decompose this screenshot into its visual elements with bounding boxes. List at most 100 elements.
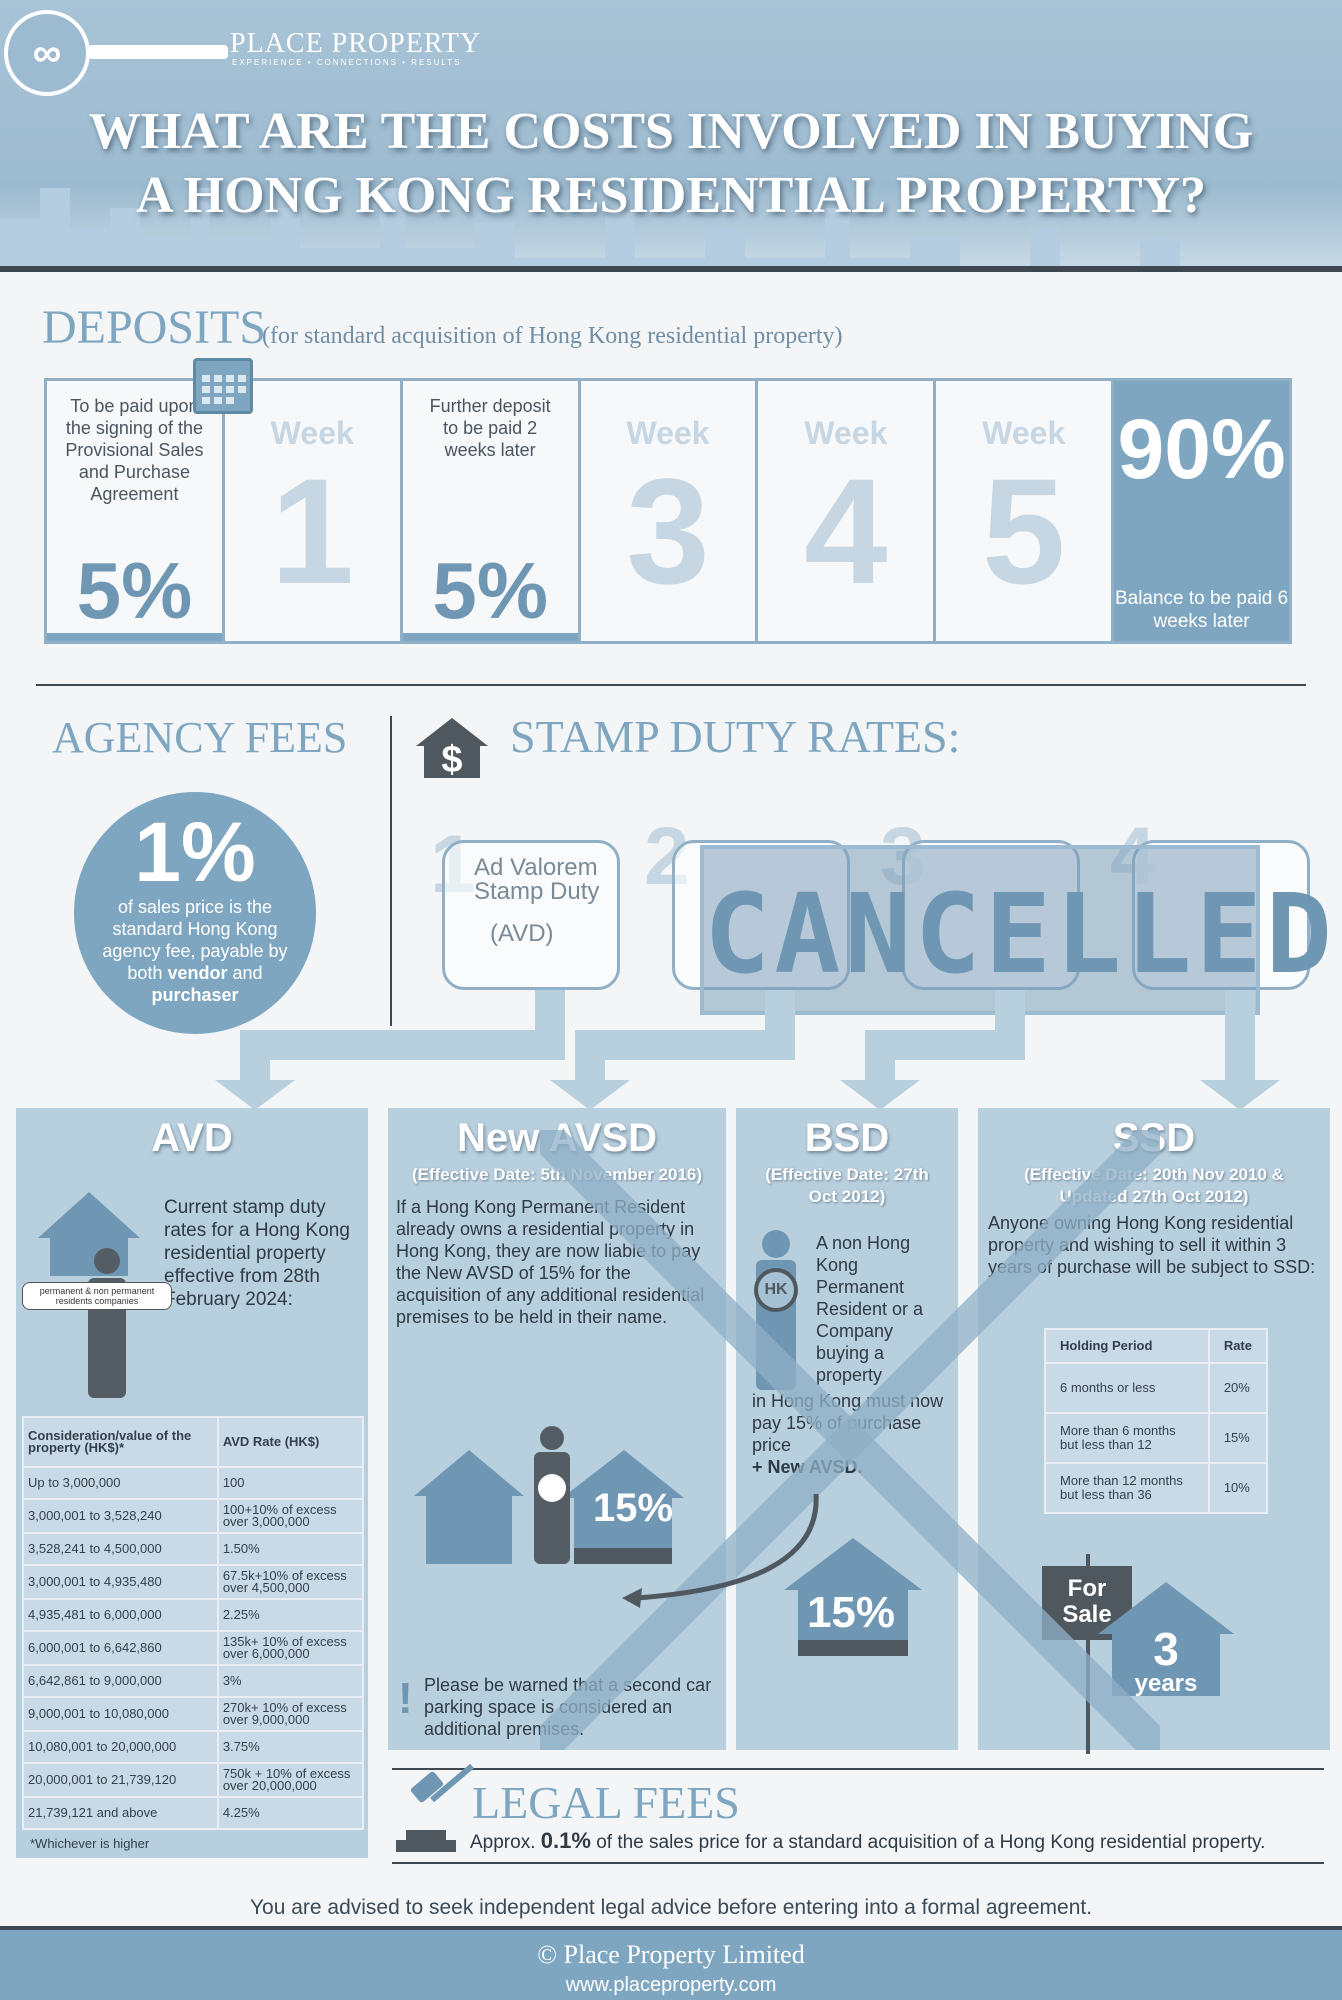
table-row: 6 months or less 20% (1044, 1362, 1269, 1414)
bsd-text-a: A non Hong Kong Permanent Resident or a … (816, 1233, 924, 1385)
dollar-house-icon: $ (416, 718, 488, 780)
person-body-icon (534, 1452, 570, 1564)
deposit-note: Further deposit to be paid 2 weeks later (429, 396, 551, 460)
copyright: © Place Property Limited (537, 1940, 805, 1969)
table-row: 4,935,481 to 6,000,000 2.25% (22, 1598, 365, 1632)
table-cell: More than 6 months but less than 12 (1044, 1412, 1210, 1464)
brand-tagline: EXPERIENCE • CONNECTIONS • RESULTS (232, 58, 462, 67)
table-row: 10,080,001 to 20,000,000 3.75% (22, 1730, 365, 1764)
no-hk-icon: HK (754, 1268, 798, 1312)
title-line-1: WHAT ARE THE COSTS INVOLVED IN BUYING (88, 103, 1254, 160)
table-cell: 67.5k+10% of excess over 4,500,000 (216, 1564, 365, 1600)
table-cell: 6,000,001 to 6,642,860 (22, 1630, 219, 1666)
gavel-icon (396, 1763, 474, 1852)
title-line-2: A HONG KONG RESIDENTIAL PROPERTY? (135, 167, 1207, 224)
agency-purchaser: purchaser (151, 985, 239, 1005)
ssd-header-cell: Holding Period (1044, 1328, 1210, 1364)
deposit-timeline: To be paid upon the signing of the Provi… (44, 378, 1292, 644)
resident-badge: permanent & non permanent residents comp… (22, 1282, 172, 1310)
deposit-percent: 5% (432, 546, 548, 635)
bsd-percent: 15% (806, 1588, 896, 1637)
avsd-percent: 15% (592, 1486, 674, 1530)
avd-rate-table: Consideration/value of the property (HK$… (22, 1416, 365, 1830)
logo-key-graphic (88, 45, 228, 59)
avd-abbreviation: (AVD) (490, 920, 554, 947)
table-cell: Up to 3,000,000 (22, 1466, 219, 1500)
website-link[interactable]: www.placeproperty.com (565, 1974, 777, 1996)
table-cell: 3,000,001 to 3,528,240 (22, 1498, 219, 1534)
week-label: Week (804, 415, 888, 451)
table-cell: 21,739,121 and above (22, 1796, 219, 1830)
house-icon (784, 1538, 922, 1656)
page-title: WHAT ARE THE COSTS INVOLVED IN BUYING A … (0, 100, 1342, 228)
ssd-rate-table: Holding Period Rate 6 months or less 20% Mor… (1044, 1328, 1269, 1514)
calendar-icon (193, 358, 253, 414)
table-cell: 20% (1207, 1362, 1269, 1414)
skyline-graphic (0, 188, 1250, 268)
stamp-duty-heading: STAMP DUTY RATES: (510, 711, 961, 762)
table-cell: 3,000,001 to 4,935,480 (22, 1564, 219, 1600)
deposit-percent: 5% (76, 546, 193, 635)
flow-arrows (215, 990, 1280, 1110)
legal-text-post: of the sales price for a standard acquis… (596, 1832, 1266, 1853)
table-cell: 1.50% (216, 1532, 365, 1566)
curved-arrow-icon (622, 1493, 819, 1608)
cancelled-cross-mark (540, 1130, 1160, 1750)
deposit-cell-balance: 90% Balance to be paid 6 weeks later (1114, 381, 1290, 641)
table-cell: 6,642,861 to 9,000,000 (22, 1664, 219, 1698)
table-cell: 6 months or less (1044, 1362, 1210, 1414)
table-cell: 4,935,481 to 6,000,000 (22, 1598, 219, 1632)
legal-fees-heading: LEGAL FEES (472, 1777, 740, 1828)
avd-footnote: *Whichever is higher (30, 1836, 150, 1851)
hk-bauhinia-icon (538, 1474, 566, 1502)
table-cell: 135k+ 10% of excess over 6,000,000 (216, 1630, 365, 1666)
agency-and: and (232, 963, 263, 983)
deposit-cell-initial: To be paid upon the signing of the Provi… (47, 381, 225, 641)
legal-advice-note: You are advised to seek independent lega… (249, 1896, 1093, 1919)
bsd-panel-title: BSD (804, 1116, 890, 1160)
legal-percent: 0.1% (540, 1828, 591, 1853)
week-label: Week (626, 415, 710, 451)
table-cell: 270k+ 10% of excess over 9,000,000 (216, 1696, 365, 1732)
footer: © Place Property Limited www.placeproper… (0, 1926, 1342, 2000)
deposit-bar (47, 633, 222, 641)
table-cell: 3,528,241 to 4,500,000 (22, 1532, 219, 1566)
table-cell: 10,080,001 to 20,000,000 (22, 1730, 219, 1764)
table-row: 3,000,001 to 4,935,480 67.5k+10% of exces… (22, 1564, 365, 1600)
header-divider (0, 266, 1342, 272)
agency-fees-heading: AGENCY FEES (52, 713, 348, 762)
avd-full-name: Ad Valorem Stamp Duty (474, 854, 600, 905)
avd-panel-title: AVD (151, 1116, 233, 1160)
avd-header-cell: Consideration/value of the property (HK$… (22, 1416, 219, 1468)
table-cell: 750k + 10% of excess over 20,000,000 (216, 1762, 365, 1798)
week-number: 5 (982, 447, 1066, 615)
agency-fee-text: of sales price is the standard Hong Kong… (84, 896, 306, 1006)
avsd-effective-date: (Effective Date: 5th November 2016) (411, 1165, 703, 1184)
avd-header-cell: AVD Rate (HK$) (216, 1416, 365, 1468)
week-label: Week (982, 415, 1066, 451)
deposit-cell-week-1: Week 1 (225, 381, 403, 641)
balance-note: Balance to be paid 6 weeks later (1114, 588, 1289, 632)
avd-option-box (442, 840, 620, 990)
deposit-cell-week-4: Week 4 (758, 381, 937, 641)
deposit-cell-week-5: Week 5 (936, 381, 1115, 641)
person-head-icon (540, 1426, 564, 1450)
table-row: More than 12 months but less than 36 10% (1044, 1462, 1269, 1514)
deposit-bar (402, 633, 578, 641)
table-row: 20,000,001 to 21,739,120 750k + 10% of ex… (22, 1762, 365, 1798)
table-row: 21,739,121 and above 4.25% (22, 1796, 365, 1830)
bsd-effective-date: (Effective Date: 27th Oct 2012) (765, 1165, 929, 1206)
table-row: Up to 3,000,000 100 (22, 1466, 365, 1500)
section-divider (392, 1862, 1324, 1864)
ssd-years-number: 3 (1153, 1623, 1179, 1675)
table-cell: 15% (1207, 1412, 1269, 1464)
table-cell: 3% (216, 1664, 365, 1698)
table-row: More than 6 months but less than 12 15% (1044, 1412, 1269, 1464)
two-houses-icon (414, 1450, 684, 1564)
table-cell: 4.25% (216, 1796, 365, 1830)
agency-text-body: of sales price is the standard Hong Kong… (102, 897, 288, 983)
brand-name: PLACE PROPERTY (230, 28, 482, 59)
warning-icon: ! (398, 1674, 413, 1723)
table-cell: More than 12 months but less than 36 (1044, 1462, 1210, 1514)
table-cell: 100+10% of excess over 3,000,000 (216, 1498, 365, 1534)
